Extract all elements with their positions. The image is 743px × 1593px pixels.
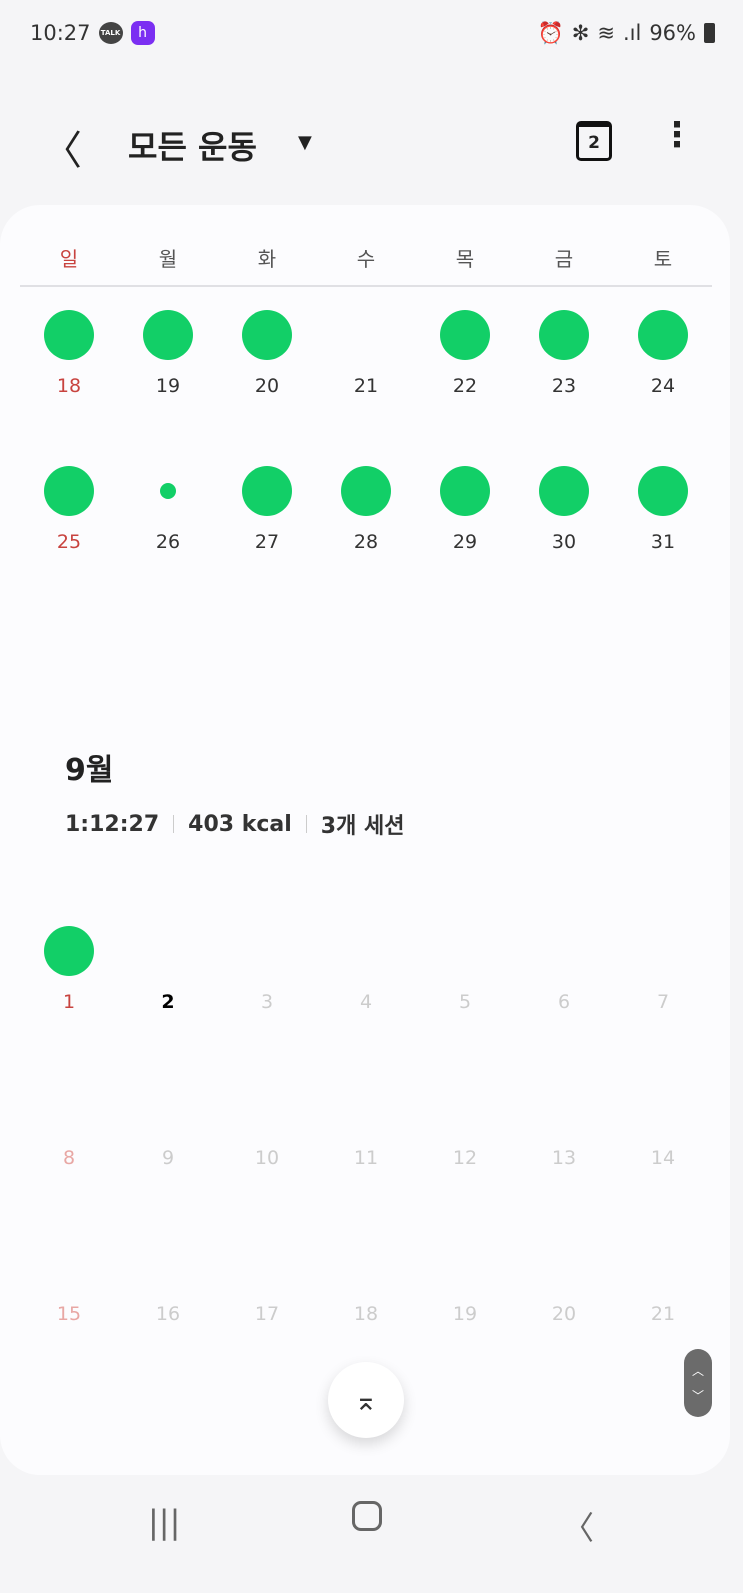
day-number: 18	[353, 1303, 379, 1325]
back-icon[interactable]: 〈	[42, 128, 82, 174]
total-duration: 1:12:27	[65, 811, 160, 837]
scroll-to-top-button[interactable]: ⌅	[328, 1362, 404, 1438]
battery-level: 96%	[649, 21, 696, 45]
day-number: 13	[551, 1147, 577, 1169]
month-title: 9월	[65, 753, 114, 788]
app-bar: 〈 모든 운동 ▼ 2 ⋮	[0, 110, 743, 180]
day-number: 27	[254, 531, 280, 553]
app-notification-icon: h	[130, 21, 155, 45]
day-number: 20	[254, 375, 280, 397]
day-number: 25	[56, 531, 82, 553]
recent-apps-icon[interactable]: |||	[148, 1503, 181, 1541]
weekday-label: 화	[257, 247, 277, 271]
day-number: 23	[551, 375, 577, 397]
activity-dot	[638, 310, 688, 360]
day-number: 10	[254, 1147, 280, 1169]
day-number: 19	[155, 375, 181, 397]
activity-dot	[242, 310, 292, 360]
calendar-today-icon[interactable]: 2	[576, 121, 612, 161]
day-number: 14	[650, 1147, 676, 1169]
activity-dot	[44, 310, 94, 360]
month-summary: 1:12:27 403 kcal 3개 세션	[65, 808, 404, 840]
day-number: 20	[551, 1303, 577, 1325]
activity-dot	[143, 310, 193, 360]
day-number: 17	[254, 1303, 280, 1325]
chevron-up-icon[interactable]: ︿	[691, 1364, 704, 1378]
activity-dot	[539, 466, 589, 516]
signal-icon: .ıl	[622, 21, 642, 45]
day-number: 7	[656, 991, 670, 1013]
chevron-down-icon[interactable]: ﹀	[691, 1389, 704, 1403]
divider	[305, 815, 307, 833]
day-number: 29	[452, 531, 478, 553]
fast-scroll-handle[interactable]: ︿ ﹀	[684, 1349, 712, 1417]
activity-dot	[44, 466, 94, 516]
clock: 10:27	[30, 21, 91, 45]
day-number: 26	[155, 531, 181, 553]
day-number: 11	[353, 1147, 379, 1169]
exercise-filter-title[interactable]: 모든 운동	[128, 128, 257, 166]
activity-dot	[440, 310, 490, 360]
weekday-label: 금	[554, 247, 574, 271]
divider	[173, 815, 175, 833]
day-number: 21	[353, 375, 379, 397]
day-number: 3	[260, 991, 274, 1013]
weekday-label: 목	[455, 247, 475, 271]
activity-dot	[242, 466, 292, 516]
more-options-icon[interactable]: ⋮	[660, 115, 694, 155]
activity-dot	[160, 483, 176, 499]
activity-dot	[440, 466, 490, 516]
day-number: 8	[62, 1147, 76, 1169]
day-number: 1	[62, 991, 76, 1013]
day-number: 5	[458, 991, 472, 1013]
day-number: 16	[155, 1303, 181, 1325]
day-number: 2	[161, 991, 175, 1013]
activity-dot	[539, 310, 589, 360]
day-number: 22	[452, 375, 478, 397]
activity-dot	[638, 466, 688, 516]
day-number: 18	[56, 375, 82, 397]
day-number: 21	[650, 1303, 676, 1325]
day-number: 4	[359, 991, 373, 1013]
weekday-label: 일	[59, 247, 79, 271]
day-number: 30	[551, 531, 577, 553]
weekday-label: 월	[158, 247, 178, 271]
day-number: 6	[557, 991, 571, 1013]
day-number: 19	[452, 1303, 478, 1325]
weekday-label: 수	[356, 247, 376, 271]
day-number: 9	[161, 1147, 175, 1169]
status-bar: 10:27 TALK h ⏰ ✻ ≋ .ıl 96%	[30, 18, 715, 48]
day-number: 15	[56, 1303, 82, 1325]
dropdown-caret-icon[interactable]: ▼	[298, 132, 312, 153]
bluetooth-icon: ✻	[571, 21, 590, 45]
nav-back-icon[interactable]: 〈	[562, 1509, 595, 1547]
battery-icon	[704, 23, 715, 43]
weekday-label: 토	[653, 247, 673, 271]
day-number: 12	[452, 1147, 478, 1169]
home-icon[interactable]	[352, 1501, 382, 1531]
activity-dot	[341, 466, 391, 516]
session-count: 3개 세션	[320, 814, 405, 839]
navigation-bar: ||| 〈	[0, 1495, 743, 1555]
day-number: 28	[353, 531, 379, 553]
wifi-icon: ≋	[597, 21, 615, 45]
day-number: 24	[650, 375, 676, 397]
total-calories: 403 kcal	[188, 811, 292, 837]
activity-dot	[44, 926, 94, 976]
kakaotalk-icon: TALK	[98, 22, 123, 44]
day-number: 31	[650, 531, 676, 553]
alarm-icon: ⏰	[537, 20, 564, 45]
